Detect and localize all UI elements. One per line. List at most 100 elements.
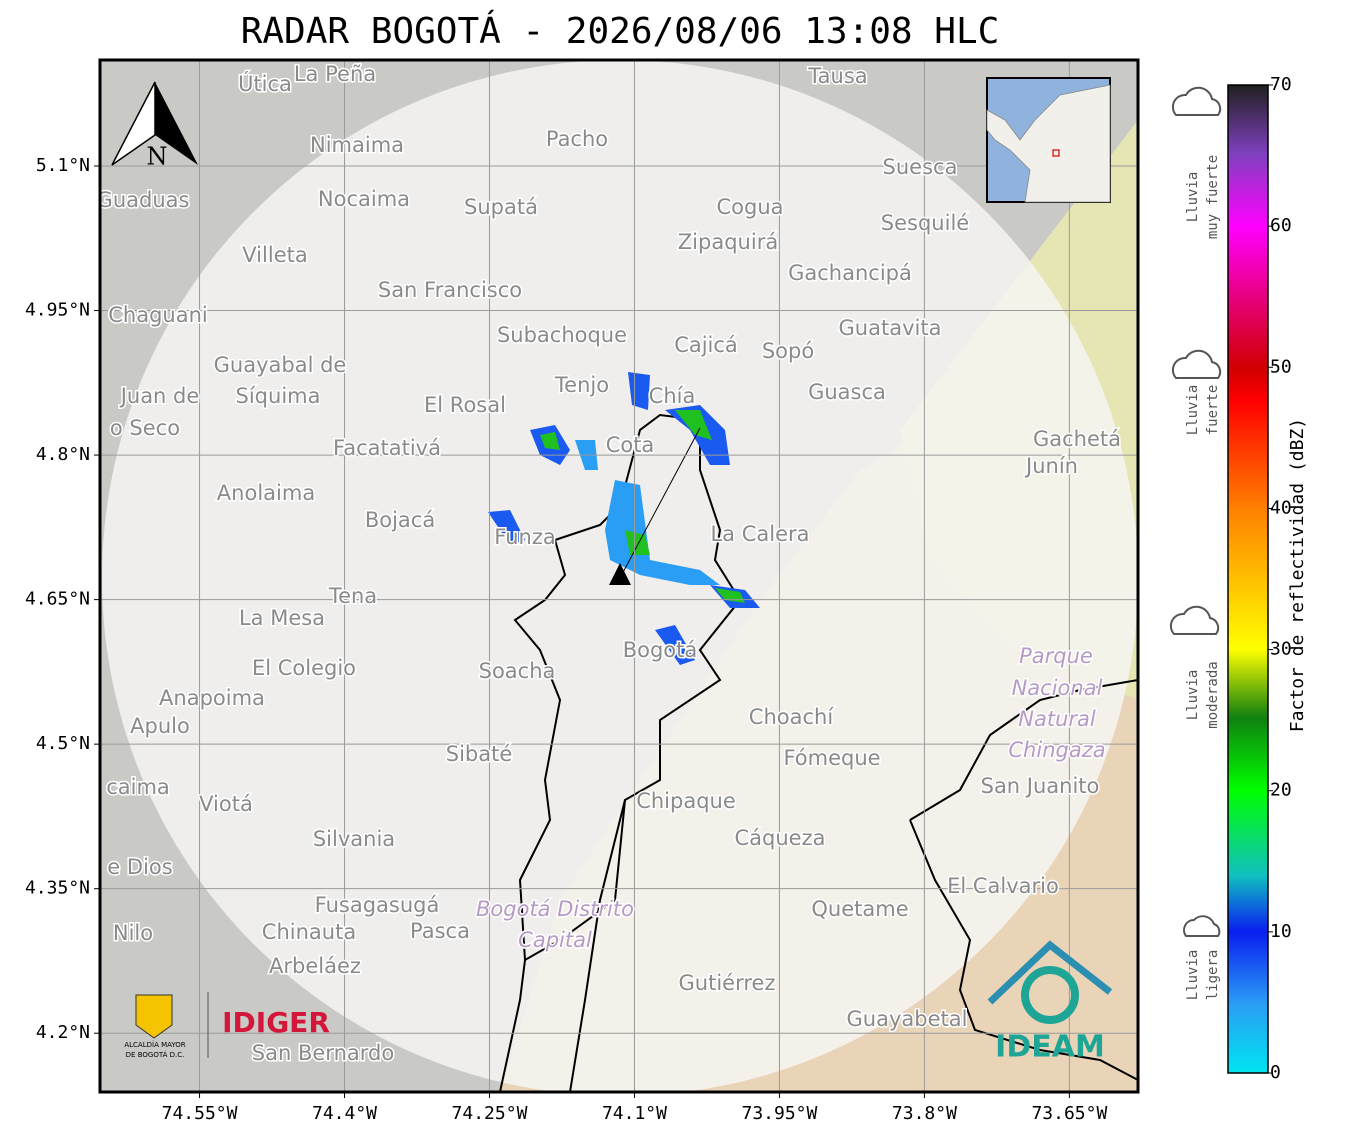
place-label: Nilo: [113, 921, 153, 945]
place-label: La Mesa: [239, 606, 325, 630]
rain-level-label: moderada: [1205, 661, 1221, 728]
lat-tick-label: 4.95°N: [25, 300, 90, 321]
inset-map: [986, 77, 1111, 203]
place-label: Junín: [1024, 454, 1078, 478]
lat-tick-label: 4.65°N: [25, 589, 90, 610]
place-label: Sibaté: [446, 742, 513, 766]
north-arrow: N: [111, 81, 198, 171]
logo-idiger: IDIGER: [222, 1006, 330, 1039]
colorbar-tick-label: 0: [1270, 1062, 1281, 1083]
place-label: Tenjo: [554, 373, 609, 397]
logo-alcaldia: ALCALDÍA MAYOR DE BOGOTÁ D.C.: [124, 992, 209, 1059]
place-labels: Útica La Peña Tausa Pacho Nimaima Guaduas Noca…: [100, 61, 1123, 1067]
place-label: Parque: [1019, 644, 1093, 668]
radar-site: [609, 563, 631, 585]
place-label: Juan de: [119, 384, 200, 408]
place-label: Útica: [238, 71, 292, 96]
place-label: Supatá: [464, 195, 538, 219]
place-label: Nimaima: [310, 133, 404, 157]
place-label: o Seco: [110, 416, 180, 440]
place-label: Chingaza: [1008, 738, 1105, 762]
icon-storm: [1171, 86, 1222, 116]
place-label: Nocaima: [318, 187, 410, 211]
icon-heavy-rain: [1171, 349, 1222, 379]
colorbar-tick-label: 70: [1270, 74, 1292, 95]
icon-light-rain: [1183, 915, 1221, 937]
colorbar-tick-label: 60: [1270, 215, 1292, 236]
place-label: Quetame: [811, 897, 908, 921]
icon-moderate-rain: [1169, 605, 1220, 635]
place-label: Cajicá: [674, 333, 738, 357]
north-arrow-right: [155, 82, 198, 165]
rain-level-label: Lluvia: [1185, 670, 1201, 721]
place-label: Cáqueza: [735, 826, 826, 850]
place-label: Pacho: [546, 127, 608, 151]
place-label: Guayabal de: [214, 353, 347, 377]
north-label: N: [147, 143, 168, 171]
place-label: caima: [106, 775, 170, 799]
place-label: Viotá: [199, 792, 253, 816]
place-label: Chinauta: [262, 920, 356, 944]
place-label: Bogotá: [623, 638, 698, 662]
map-frame: [98, 58, 1140, 1094]
place-label: El Calvario: [947, 874, 1059, 898]
lon-tick-label: 74.25°W: [452, 1103, 528, 1124]
rain-level-label: ligera: [1205, 950, 1221, 1001]
title: RADAR BOGOTÁ - 2026/08/06 13:08 HLC: [241, 10, 1000, 52]
lat-tick-label: 4.2°N: [36, 1022, 90, 1043]
logo-ideam: IDEAM: [987, 940, 1113, 1065]
place-label: Capital: [518, 928, 592, 952]
ideam-roof: [987, 940, 1113, 1005]
department-boundary: [909, 679, 1138, 1081]
lon-tick-label: 74.4°W: [312, 1103, 377, 1124]
colorbar-tick-label: 40: [1270, 497, 1292, 518]
rain-level-label: muy fuerte: [1205, 155, 1221, 239]
place-label: Arbeláez: [269, 954, 361, 978]
place-label: El Colegio: [252, 656, 356, 680]
place-label: San Bernardo: [252, 1041, 394, 1065]
place-label: Suesca: [883, 155, 958, 179]
place-label: Silvania: [313, 827, 395, 851]
place-label: Gachancipá: [788, 261, 912, 285]
lat-tick-label: 4.5°N: [36, 733, 90, 754]
rain-level-label: Lluvia: [1185, 385, 1201, 436]
place-label: Chaguani: [108, 303, 208, 327]
lon-tick-label: 73.8°W: [892, 1103, 957, 1124]
echo: [655, 625, 695, 665]
place-label: Gachetá: [1033, 427, 1121, 451]
place-label: Chipaque: [636, 789, 736, 813]
lat-tick-label: 5.1°N: [36, 155, 90, 176]
echo: [625, 530, 650, 555]
place-label: Facatativá: [333, 436, 441, 460]
place-label: San Juanito: [981, 774, 1100, 798]
colorbar: [1227, 84, 1269, 1074]
place-label: Sopó: [762, 339, 814, 363]
alcaldia-text: DE BOGOTÁ D.C.: [126, 1050, 185, 1059]
place-label: Gutiérrez: [679, 971, 776, 995]
place-label: El Rosal: [424, 393, 506, 417]
place-label: Bojacá: [365, 508, 435, 532]
echo: [488, 510, 525, 545]
place-label: Chía: [649, 384, 696, 408]
place-label: Fómeque: [783, 746, 880, 770]
place-label: Soacha: [479, 659, 556, 683]
echo: [540, 432, 560, 450]
place-label: Sesquilé: [881, 211, 969, 235]
lon-tick-label: 74.55°W: [162, 1103, 238, 1124]
place-label: Anapoima: [159, 686, 265, 710]
colorbar-label: Factor de reflectividad (dBZ): [1287, 418, 1308, 732]
place-label: Guayabetal: [847, 1007, 968, 1031]
place-label: Funza: [494, 525, 555, 549]
colorbar-tick-label: 10: [1270, 921, 1292, 942]
place-label: La Peña: [294, 62, 376, 86]
rain-icons: [1169, 86, 1222, 937]
logo-ideam: IDEAM: [995, 1030, 1105, 1065]
ideam-swirl: [1021, 966, 1079, 1024]
lat-tick-label: 4.35°N: [25, 878, 90, 899]
inset-marker: [1052, 149, 1060, 157]
place-label: Guasca: [808, 380, 886, 404]
inset-land: [986, 84, 1111, 203]
place-label: La Calera: [710, 522, 809, 546]
lon-tick-label: 74.1°W: [602, 1103, 667, 1124]
